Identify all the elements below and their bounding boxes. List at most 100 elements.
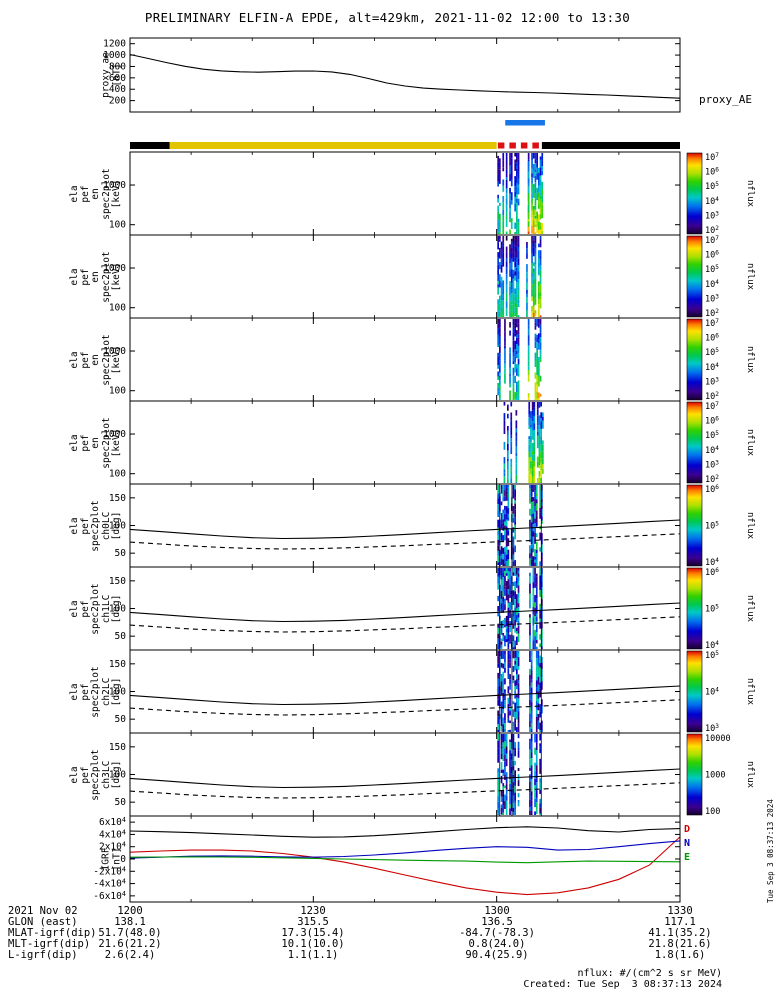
- igrf-legend-D: D: [684, 824, 691, 835]
- svg-text:106: 106: [705, 567, 719, 578]
- svg-text:106: 106: [705, 416, 719, 427]
- svg-text:200: 200: [109, 96, 126, 107]
- svg-text:103: 103: [705, 459, 719, 470]
- axis-value: 1200: [117, 905, 143, 917]
- svg-text:0: 0: [120, 854, 126, 865]
- svg-text:150: 150: [109, 742, 126, 753]
- nflux-units: nflux: #/(cm^2 s sr MeV): [577, 968, 723, 979]
- svg-text:105: 105: [705, 347, 719, 358]
- svg-text:100: 100: [109, 303, 126, 314]
- svg-text:nflux: nflux: [745, 180, 755, 208]
- svg-text:102: 102: [705, 225, 719, 236]
- pa_spec_ch0LC-axis-label: ela pef spec2plot ch0LC [deg]: [68, 499, 122, 552]
- svg-text:107: 107: [705, 401, 719, 412]
- svg-text:50: 50: [115, 797, 127, 808]
- svg-text:102: 102: [705, 474, 719, 485]
- svg-text:100: 100: [109, 770, 126, 781]
- axis-value: 1.8(1.6): [654, 949, 706, 961]
- axis-value: 117.1: [664, 916, 696, 928]
- axis-value: 1300: [484, 905, 510, 917]
- svg-text:150: 150: [109, 659, 126, 670]
- svg-text:103: 103: [705, 376, 719, 387]
- svg-text:104: 104: [705, 640, 719, 651]
- svg-text:107: 107: [705, 318, 719, 329]
- svg-text:104: 104: [705, 687, 719, 698]
- axis-value: 0.8(24.0): [468, 938, 526, 950]
- svg-text:100: 100: [109, 469, 126, 480]
- svg-text:2x104: 2x104: [99, 841, 126, 853]
- svg-text:4x104: 4x104: [99, 828, 126, 840]
- svg-text:600: 600: [109, 73, 126, 84]
- svg-text:nflux: nflux: [745, 429, 755, 457]
- svg-text:104: 104: [705, 557, 719, 568]
- svg-text:1200: 1200: [103, 39, 126, 50]
- axis-value: 315.5: [297, 916, 329, 928]
- igrf-legend-E: E: [684, 852, 691, 863]
- svg-text:100: 100: [109, 386, 126, 397]
- svg-text:10000: 10000: [705, 734, 731, 744]
- svg-text:nflux: nflux: [745, 263, 755, 291]
- en_spec_b-axis-label: ela pef en spec2plot [keV]: [68, 250, 122, 303]
- pa_spec_ch3LC-axis-label: ela pef spec2plot ch3LC [deg]: [68, 748, 122, 801]
- igrf-legend-N: N: [684, 838, 691, 849]
- svg-text:105: 105: [705, 264, 719, 275]
- svg-text:50: 50: [115, 631, 127, 642]
- svg-text:-2x104: -2x104: [93, 865, 126, 877]
- svg-text:nflux: nflux: [745, 678, 755, 706]
- axis-value: 41.1(35.2): [648, 927, 712, 939]
- svg-text:1000: 1000: [103, 180, 126, 191]
- axis-value: 1230: [300, 905, 326, 917]
- axis-value: 10.1(10.0): [281, 938, 345, 950]
- svg-text:104: 104: [705, 279, 719, 290]
- svg-text:-6x104: -6x104: [93, 890, 126, 902]
- svg-text:50: 50: [115, 714, 127, 725]
- svg-text:103: 103: [705, 293, 719, 304]
- axis-value: 2.6(2.4): [104, 949, 156, 961]
- svg-text:1000: 1000: [705, 771, 725, 781]
- svg-text:104: 104: [705, 445, 719, 456]
- svg-text:100: 100: [109, 220, 126, 231]
- svg-text:1000: 1000: [103, 263, 126, 274]
- svg-text:150: 150: [109, 493, 126, 504]
- svg-text:400: 400: [109, 84, 126, 95]
- axis-value: 21.8(21.6): [648, 938, 712, 950]
- axis-value: 138.1: [114, 916, 146, 928]
- axis-row-label: GLON (east): [8, 916, 78, 928]
- svg-text:1000: 1000: [103, 429, 126, 440]
- svg-text:107: 107: [705, 235, 719, 246]
- svg-text:nflux: nflux: [745, 595, 755, 623]
- svg-text:100: 100: [109, 521, 126, 532]
- svg-text:105: 105: [705, 430, 719, 441]
- axis-value: 1330: [667, 905, 693, 917]
- axis-value: -84.7(-78.3): [459, 927, 535, 939]
- svg-text:102: 102: [705, 308, 719, 319]
- svg-text:105: 105: [705, 604, 719, 615]
- axis-row-label: 2021 Nov 02: [8, 905, 78, 917]
- en_spec_a-axis-label: ela pef en spec2plot [keV]: [68, 167, 122, 220]
- axis-row-label: MLT-igrf(dip): [8, 938, 91, 950]
- axis-value: 1.1(1.1): [287, 949, 339, 961]
- figure-title: PRELIMINARY ELFIN-A EPDE, alt=429km, 202…: [144, 10, 631, 25]
- svg-text:nflux: nflux: [745, 346, 755, 374]
- svg-text:100: 100: [109, 604, 126, 615]
- axis-value: 51.7(48.0): [98, 927, 162, 939]
- svg-text:100: 100: [109, 687, 126, 698]
- svg-text:104: 104: [705, 362, 719, 373]
- igrf-axis-label: IGRF [nT]: [100, 847, 122, 871]
- svg-text:100: 100: [705, 807, 720, 817]
- svg-text:nflux: nflux: [745, 512, 755, 540]
- svg-text:-4x104: -4x104: [93, 878, 126, 890]
- axis-value: 90.4(25.9): [465, 949, 529, 961]
- svg-text:105: 105: [705, 650, 719, 661]
- svg-text:105: 105: [705, 521, 719, 532]
- svg-text:102: 102: [705, 391, 719, 402]
- svg-text:1000: 1000: [103, 346, 126, 357]
- proxy_ae-axis-label: proxy_ae [nT]: [100, 52, 122, 98]
- svg-text:6x104: 6x104: [99, 816, 126, 828]
- en_spec_d-axis-label: ela pef en spec2plot [keV]: [68, 416, 122, 469]
- svg-text:103: 103: [705, 723, 719, 734]
- svg-text:106: 106: [705, 333, 719, 344]
- svg-text:105: 105: [705, 181, 719, 192]
- svg-text:106: 106: [705, 167, 719, 178]
